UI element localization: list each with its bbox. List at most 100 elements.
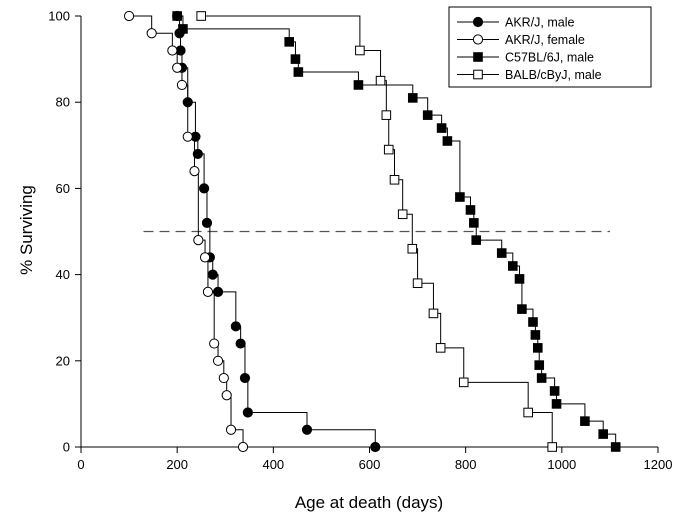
legend-label-balb-cbyj-male: BALB/cByJ, male <box>505 68 602 82</box>
x-tick-label: 1200 <box>644 457 673 472</box>
data-point-c57bl-6j-male <box>598 429 608 439</box>
data-point-c57bl-6j-male <box>407 93 418 103</box>
data-point-akr-j-male <box>370 441 381 453</box>
data-point-c57bl-6j-male <box>442 136 453 146</box>
data-point-c57bl-6j-male <box>549 386 560 396</box>
data-point-balb-cbyj-male <box>458 377 469 388</box>
data-point-c57bl-6j-male <box>580 416 590 426</box>
data-point-akr-j-female <box>202 286 214 297</box>
legend-marker-akr-j-male <box>472 16 484 28</box>
data-point-balb-cbyj-male <box>523 407 533 418</box>
data-point-balb-cbyj-male <box>397 209 408 220</box>
data-point-balb-cbyj-male <box>435 343 446 353</box>
data-point-c57bl-6j-male <box>514 274 525 284</box>
data-point-akr-j-female <box>209 338 220 349</box>
data-point-akr-j-female <box>225 424 237 435</box>
y-tick-label: 0 <box>63 440 70 455</box>
data-point-akr-j-male <box>235 338 246 349</box>
x-tick-label: 600 <box>359 457 381 472</box>
data-point-c57bl-6j-male <box>290 54 301 64</box>
data-point-c57bl-6j-male <box>528 317 538 327</box>
data-point-balb-cbyj-male <box>381 110 392 120</box>
series-line-c57bl-6j-male <box>177 15 617 447</box>
data-point-akr-j-female <box>176 79 188 91</box>
data-point-balb-cbyj-male <box>375 75 386 86</box>
data-point-balb-cbyj-male <box>547 442 558 452</box>
data-point-akr-j-male <box>301 424 313 435</box>
data-point-c57bl-6j-male <box>178 24 188 34</box>
data-point-c57bl-6j-male <box>551 399 562 409</box>
x-tick-label: 800 <box>455 457 477 472</box>
data-point-balb-cbyj-male <box>389 174 400 185</box>
data-point-akr-j-female <box>182 131 193 142</box>
legend-label-akr-j-male: AKR/J, male <box>505 16 575 30</box>
data-point-c57bl-6j-male <box>353 80 364 90</box>
data-point-akr-j-female <box>193 235 204 246</box>
data-point-akr-j-female <box>221 390 232 401</box>
data-point-akr-j-male <box>230 321 241 332</box>
x-tick-label: 200 <box>166 457 188 472</box>
data-point-balb-cbyj-male <box>428 308 439 319</box>
data-point-akr-j-female <box>218 372 229 384</box>
data-point-balb-cbyj-male <box>355 45 365 56</box>
data-point-akr-j-female <box>172 62 183 73</box>
series-c57bl-6j-male <box>172 11 621 452</box>
data-point-c57bl-6j-male <box>471 235 482 245</box>
x-tick-label: 400 <box>262 457 284 472</box>
data-point-akr-j-female <box>123 10 135 22</box>
data-point-akr-j-male <box>201 217 213 228</box>
data-point-akr-j-male <box>239 372 251 384</box>
data-point-c57bl-6j-male <box>422 110 433 120</box>
data-point-c57bl-6j-male <box>284 37 295 47</box>
data-point-akr-j-female <box>199 252 211 263</box>
data-point-c57bl-6j-male <box>530 330 541 340</box>
axes: 0 200 400 600 800 1000 1200 0 20 40 60 80 100 <box>48 9 672 473</box>
y-tick-label: 40 <box>56 267 70 282</box>
series-layer <box>123 10 621 453</box>
data-point-akr-j-female <box>212 355 224 366</box>
series-balb-cbyj-male <box>196 11 558 452</box>
data-point-balb-cbyj-male <box>412 278 423 289</box>
data-point-akr-j-male <box>207 269 218 280</box>
data-point-akr-j-female <box>189 166 200 177</box>
legend-marker-c57bl-6j-male <box>473 52 483 62</box>
data-point-balb-cbyj-male <box>196 11 207 21</box>
y-tick-label: 20 <box>56 353 70 368</box>
legend-label-akr-j-female: AKR/J, female <box>505 33 585 47</box>
x-axis-title: Age at death (days) <box>295 493 443 512</box>
data-point-akr-j-female <box>237 441 249 453</box>
data-point-c57bl-6j-male <box>465 205 476 215</box>
data-point-c57bl-6j-male <box>172 11 182 21</box>
data-point-c57bl-6j-male <box>532 343 543 353</box>
x-tick-label: 1000 <box>547 457 576 472</box>
data-point-c57bl-6j-male <box>536 373 547 383</box>
data-point-akr-j-male <box>212 286 224 297</box>
legend-marker-akr-j-female <box>472 34 484 45</box>
y-tick-label: 100 <box>48 9 70 24</box>
data-point-akr-j-male <box>242 407 253 418</box>
y-tick-label: 60 <box>56 181 70 196</box>
data-point-c57bl-6j-male <box>496 248 507 258</box>
data-point-c57bl-6j-male <box>507 261 518 271</box>
data-point-akr-j-male <box>192 148 203 160</box>
data-point-c57bl-6j-male <box>455 192 465 202</box>
legend: AKR/J, male AKR/J, female C57BL/6J, male BA… <box>448 6 652 88</box>
data-point-akr-j-male <box>198 183 210 194</box>
data-point-c57bl-6j-male <box>436 123 447 133</box>
data-point-akr-j-female <box>146 28 157 39</box>
data-point-c57bl-6j-male <box>293 67 304 77</box>
x-tick-label: 0 <box>77 457 84 472</box>
legend-marker-balb-cbyj-male <box>473 69 483 80</box>
data-point-c57bl-6j-male <box>469 218 479 228</box>
y-axis-title: % Surviving <box>17 185 36 275</box>
data-point-balb-cbyj-male <box>407 243 418 254</box>
data-point-c57bl-6j-male <box>610 442 621 452</box>
y-tick-label: 80 <box>56 95 70 110</box>
data-point-akr-j-female <box>167 45 178 56</box>
legend-label-c57bl-6j-male: C57BL/6J, male <box>505 51 594 65</box>
data-point-c57bl-6j-male <box>534 360 545 370</box>
data-point-c57bl-6j-male <box>517 304 527 314</box>
series-akr-j-female <box>123 10 249 453</box>
data-point-balb-cbyj-male <box>383 144 394 155</box>
